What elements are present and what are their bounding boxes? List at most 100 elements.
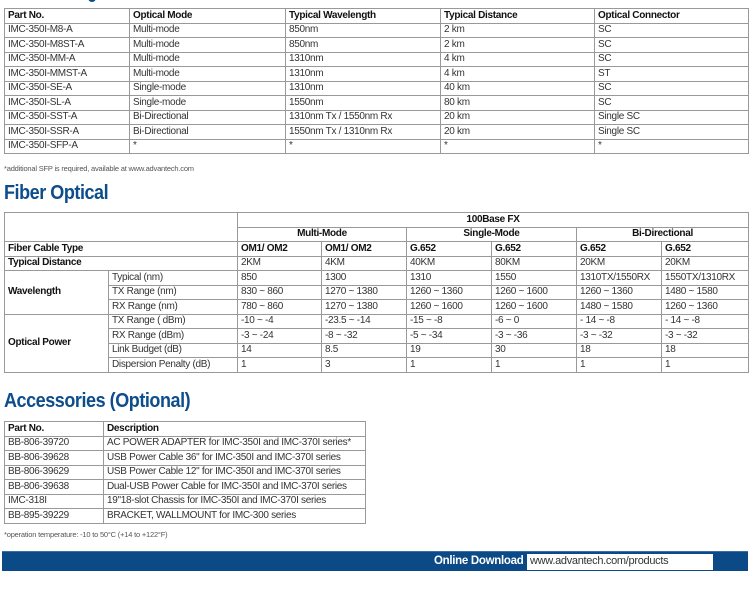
column-header: Typical Distance xyxy=(440,8,595,24)
table-cell: IMC-350I-SSR-A xyxy=(4,124,130,140)
table-cell: - 14 ~ -8 xyxy=(660,313,750,329)
distance-cell: 40KM xyxy=(406,255,492,271)
table-row: RX Range (dBm) -3 ~ -24 -8 ~ -32 -5 ~ -34 -3… xyxy=(5,328,750,344)
table-cell: 1480 ~ 1580 xyxy=(660,284,750,300)
table-cell: 1550nm xyxy=(285,95,441,111)
table-cell: Multi-mode xyxy=(129,66,286,82)
table-cell: 1260 ~ 1360 xyxy=(576,284,662,300)
table-cell: Single-mode xyxy=(129,95,286,111)
table-row: IMC-350I-SFP-A * * * * xyxy=(4,138,749,154)
table-cell: 1310nm xyxy=(285,51,441,67)
table-cell: BB-806-39638 xyxy=(4,479,104,495)
table-cell: 1 xyxy=(576,357,662,373)
table-cell: -6 ~ 0 xyxy=(491,313,577,329)
table-cell: SC xyxy=(594,80,749,96)
ordering-table: Part No. Optical Mode Typical Wavelength Ty… xyxy=(4,8,749,154)
table-cell: 850 xyxy=(237,270,322,286)
table-cell: 18 xyxy=(576,342,662,358)
table-cell: -10 ~ -4 xyxy=(237,313,322,329)
optical-power-group-label: Optical Power xyxy=(4,313,109,373)
table-cell: 850nm xyxy=(285,37,441,53)
table-cell: USB Power Cable 12" for IMC-350I and IMC… xyxy=(103,464,366,480)
table-cell: 1 xyxy=(660,357,750,373)
column-header: Description xyxy=(103,421,366,437)
table-cell: * xyxy=(129,138,286,154)
table-cell: -3 ~ -24 xyxy=(237,328,322,344)
online-download-banner: Online Download www.advantech.com/produc… xyxy=(2,551,748,571)
table-cell: BB-895-39229 xyxy=(4,508,104,524)
online-download-link[interactable]: www.advantech.com/products xyxy=(527,554,713,570)
table-row: IMC-350I-MM-A Multi-mode 1310nm 4 km SC xyxy=(4,51,749,67)
table-cell: SC xyxy=(594,95,749,111)
cable-type-cell: G.652 xyxy=(576,241,662,257)
table-cell: * xyxy=(594,138,749,154)
table-cell: 1 xyxy=(237,357,322,373)
accessories-footnote: *operation temperature: -10 to 50°C (+14… xyxy=(4,530,168,539)
table-cell: 3 xyxy=(321,357,407,373)
row-label: TX Range ( dBm) xyxy=(108,313,238,329)
table-cell: Single SC xyxy=(594,109,749,125)
table-cell: AC POWER ADAPTER for IMC-350I and IMC-37… xyxy=(103,435,366,451)
distance-cell: 80KM xyxy=(491,255,577,271)
row-label: Dispersion Penalty (dB) xyxy=(108,357,238,373)
table-row: IMC-350I-SL-A Single-mode 1550nm 80 km SC xyxy=(4,95,749,111)
distance-cell: 20KM xyxy=(660,255,750,271)
table-cell: IMC-350I-SE-A xyxy=(4,80,130,96)
table-row: IMC-350I-SSR-A Bi-Directional 1550nm Tx / … xyxy=(4,124,749,140)
table-cell: ST xyxy=(594,66,749,82)
row-label: RX Range (dBm) xyxy=(108,328,238,344)
table-cell: -3 ~ -32 xyxy=(660,328,750,344)
table-cell: * xyxy=(285,138,441,154)
table-cell: Bi-Directional xyxy=(129,124,286,140)
table-cell: -15 ~ -8 xyxy=(406,313,492,329)
clipped-heading-fragment xyxy=(0,0,110,4)
table-row: IMC-350I-MMST-A Multi-mode 1310nm 4 km ST xyxy=(4,66,749,82)
table-cell: 1310TX/1550RX xyxy=(576,270,662,286)
table-cell: -3 ~ -36 xyxy=(491,328,577,344)
row-label: TX Range (nm) xyxy=(108,284,238,300)
table-row: IMC-350I-M8ST-A Multi-mode 850nm 2 km SC xyxy=(4,37,749,53)
table-row: IMC-350I-SST-A Bi-Directional 1310nm Tx / … xyxy=(4,109,749,125)
cable-type-cell: G.652 xyxy=(660,241,750,257)
table-cell: 1550nm Tx / 1310nm Rx xyxy=(285,124,441,140)
table-cell: 4 km xyxy=(440,51,595,67)
accessories-header-row: Part No. Description xyxy=(4,421,366,437)
table-cell: -8 ~ -32 xyxy=(321,328,407,344)
table-row: Wavelength Typical (nm) 850 1300 1310 1550 131… xyxy=(4,270,750,315)
table-cell: 4 km xyxy=(440,66,595,82)
table-cell: Single-mode xyxy=(129,80,286,96)
group-bi-directional: Bi-Directional xyxy=(575,226,750,242)
column-header: Optical Connector xyxy=(594,8,749,24)
table-cell: -5 ~ -34 xyxy=(406,328,492,344)
column-header: Optical Mode xyxy=(129,8,286,24)
cable-type-cell: OM1/ OM2 xyxy=(237,241,322,257)
table-cell: Multi-mode xyxy=(129,37,286,53)
table-cell: IMC-318I xyxy=(4,493,104,509)
ordering-header-row: Part No. Optical Mode Typical Wavelength Ty… xyxy=(4,8,749,24)
table-cell: 19"18-slot Chassis for IMC-350I and IMC-… xyxy=(103,493,366,509)
fiber-optical-heading: Fiber Optical xyxy=(4,182,109,204)
table-cell: SC xyxy=(594,22,749,38)
table-row: BB-806-39628 USB Power Cable 36" for IMC-… xyxy=(4,450,366,466)
table-cell: 1310 xyxy=(406,270,492,286)
table-cell: Multi-mode xyxy=(129,51,286,67)
table-cell: Dual-USB Power Cable for IMC-350I and IM… xyxy=(103,479,366,495)
table-cell: 1260 ~ 1360 xyxy=(406,284,492,300)
table-cell: 1550 xyxy=(491,270,577,286)
table-cell: 830 ~ 860 xyxy=(237,284,322,300)
table-cell: IMC-350I-M8ST-A xyxy=(4,37,130,53)
table-cell: 19 xyxy=(406,342,492,358)
table-cell: SC xyxy=(594,51,749,67)
table-cell: 80 km xyxy=(440,95,595,111)
table-row: Dispersion Penalty (dB) 1 3 1 1 1 1 xyxy=(5,357,750,373)
distance-label: Typical Distance xyxy=(4,255,238,271)
table-cell: 1300 xyxy=(321,270,407,286)
fiber-optical-table: 100Base FX Multi-Mode Single-Mode Bi-Dir… xyxy=(4,212,750,373)
table-cell: 1480 ~ 1580 xyxy=(576,299,662,315)
table-row: BB-806-39720 AC POWER ADAPTER for IMC-350… xyxy=(4,435,366,451)
table-row: Optical Power TX Range ( dBm) -10 ~ -4 -23.… xyxy=(4,313,750,373)
column-header: Part No. xyxy=(4,421,104,437)
table-row: BB-806-39629 USB Power Cable 12" for IMC-… xyxy=(4,464,366,480)
table-cell: IMC-350I-M8-A xyxy=(4,22,130,38)
table-cell: 1550TX/1310RX xyxy=(660,270,750,286)
